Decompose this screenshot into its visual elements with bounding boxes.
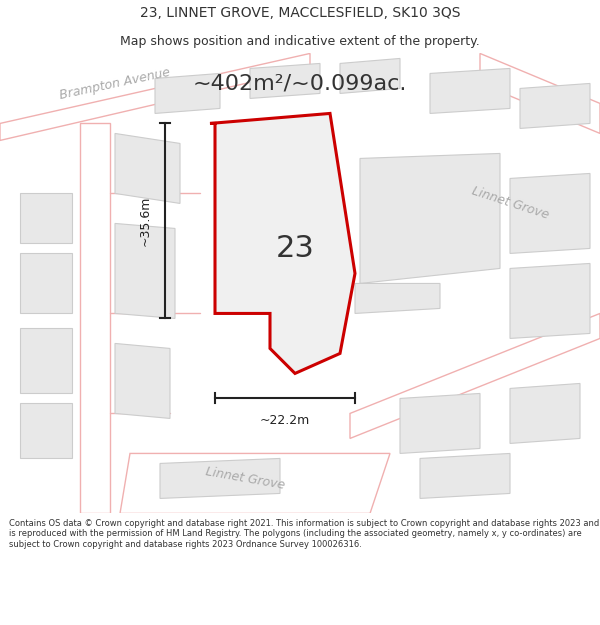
Polygon shape [350, 314, 600, 439]
Text: Linnet Grove: Linnet Grove [204, 465, 286, 492]
Text: ~35.6m: ~35.6m [139, 196, 151, 246]
Polygon shape [340, 58, 400, 93]
Text: Linnet Grove: Linnet Grove [470, 185, 550, 222]
Polygon shape [510, 173, 590, 254]
Polygon shape [20, 194, 72, 243]
Polygon shape [360, 153, 500, 284]
Text: 23, LINNET GROVE, MACCLESFIELD, SK10 3QS: 23, LINNET GROVE, MACCLESFIELD, SK10 3QS [140, 6, 460, 20]
Text: 23: 23 [275, 234, 314, 263]
Polygon shape [115, 223, 175, 318]
Polygon shape [480, 53, 600, 133]
Polygon shape [80, 124, 110, 513]
Polygon shape [20, 404, 72, 458]
Text: Brampton Avenue: Brampton Avenue [58, 66, 172, 101]
Polygon shape [0, 53, 310, 141]
Polygon shape [400, 394, 480, 453]
Polygon shape [250, 63, 320, 98]
Polygon shape [430, 68, 510, 114]
Polygon shape [520, 83, 590, 129]
Polygon shape [115, 344, 170, 419]
Text: Contains OS data © Crown copyright and database right 2021. This information is : Contains OS data © Crown copyright and d… [9, 519, 599, 549]
Text: ~22.2m: ~22.2m [260, 414, 310, 427]
Polygon shape [420, 453, 510, 498]
Text: ~402m²/~0.099ac.: ~402m²/~0.099ac. [193, 73, 407, 93]
Polygon shape [510, 264, 590, 339]
Text: Map shows position and indicative extent of the property.: Map shows position and indicative extent… [120, 34, 480, 48]
Polygon shape [20, 329, 72, 394]
Polygon shape [210, 114, 355, 373]
Polygon shape [115, 133, 180, 204]
Polygon shape [355, 284, 440, 314]
Polygon shape [20, 254, 72, 314]
Polygon shape [510, 383, 580, 444]
Polygon shape [155, 73, 220, 114]
Polygon shape [120, 453, 390, 513]
Polygon shape [160, 458, 280, 498]
